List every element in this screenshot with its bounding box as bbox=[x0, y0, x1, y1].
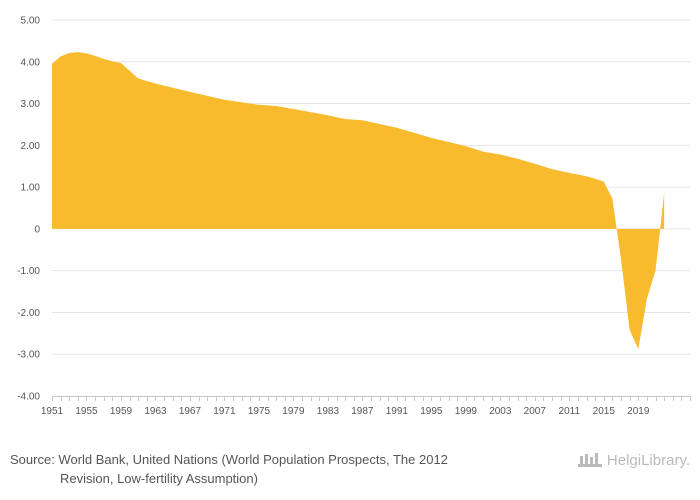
logo-text: HelgiLibrary. bbox=[606, 451, 690, 469]
x-tick-label: 1967 bbox=[179, 406, 202, 417]
y-tick-label: -4.00 bbox=[17, 392, 40, 403]
y-tick-label: -2.00 bbox=[17, 308, 40, 319]
y-tick-label: -1.00 bbox=[17, 266, 40, 277]
x-tick-label: 2011 bbox=[559, 406, 581, 417]
source-line-2: Revision, Low-fertility Assumption) bbox=[60, 471, 258, 486]
library-icon bbox=[577, 453, 602, 467]
source-note: Source: World Bank, United Nations (Worl… bbox=[10, 450, 510, 488]
x-tick-label: 1955 bbox=[75, 406, 98, 417]
x-tick-label: 2003 bbox=[489, 406, 512, 417]
x-tick-label: 1999 bbox=[455, 406, 478, 417]
x-tick-label: 1995 bbox=[420, 406, 443, 417]
x-tick-label: 1975 bbox=[248, 406, 271, 417]
chart: 5.00 4.00 3.00 2.00 1.00 0 -1.00 -2.00 -3.00 -4.0… bbox=[17, 16, 691, 417]
x-axis: 1951 1955 1959 1963 1967 1971 1975 1979 1983 1987… bbox=[41, 396, 691, 417]
y-tick-label: 4.00 bbox=[21, 57, 41, 68]
source-line-1: Source: World Bank, United Nations (Worl… bbox=[10, 452, 448, 467]
y-tick-label: 2.00 bbox=[21, 141, 41, 152]
area-series bbox=[52, 52, 665, 350]
x-tick-label: 2015 bbox=[593, 406, 616, 417]
helgilibrary-logo: HelgiLibrary. bbox=[577, 449, 690, 471]
area-fill bbox=[52, 52, 665, 350]
y-tick-label: 3.00 bbox=[21, 99, 41, 110]
x-tick-label: 2007 bbox=[524, 406, 547, 417]
x-tick-label: 1987 bbox=[351, 406, 374, 417]
x-tick-label: 1979 bbox=[282, 406, 305, 417]
x-tick-label: 1963 bbox=[144, 406, 167, 417]
y-tick-label: 0 bbox=[34, 224, 40, 235]
x-tick-label: 1951 bbox=[41, 406, 64, 417]
x-tick-label: 1983 bbox=[317, 406, 340, 417]
y-tick-label: 5.00 bbox=[21, 16, 41, 27]
y-axis: 5.00 4.00 3.00 2.00 1.00 0 -1.00 -2.00 -3.00 -4.0… bbox=[17, 16, 40, 403]
x-tick-label: 1959 bbox=[110, 406, 133, 417]
y-tick-label: -3.00 bbox=[17, 350, 40, 361]
y-tick-label: 1.00 bbox=[21, 183, 41, 194]
x-tick-label: 1991 bbox=[386, 406, 409, 417]
x-tick-label: 1971 bbox=[213, 406, 236, 417]
x-tick-label: 2019 bbox=[627, 406, 650, 417]
